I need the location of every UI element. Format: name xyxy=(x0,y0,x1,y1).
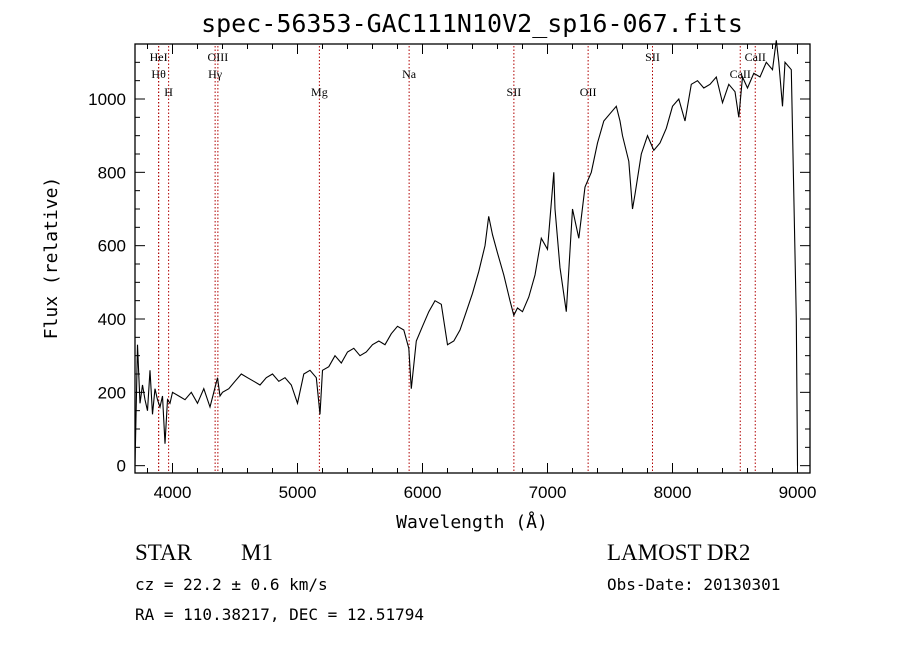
axis-tick-labels: 4000 5000 6000 7000 8000 9000 0 200 400 600 800 100… xyxy=(88,90,816,502)
y-tick-label: 0 xyxy=(117,457,126,476)
y-tick-label: 400 xyxy=(98,310,126,329)
y-tick-label: 200 xyxy=(98,383,126,402)
redshift-text: cz = 22.2 ± 0.6 km/s xyxy=(135,575,328,594)
y-axis-label: Flux (relative) xyxy=(41,177,62,340)
x-tick-label: 6000 xyxy=(404,483,442,502)
spectral-line-label: Hγ xyxy=(208,67,223,81)
y-tick-label: 600 xyxy=(98,237,126,256)
axis-ticks xyxy=(135,43,810,473)
spectrum-series-line xyxy=(134,40,799,466)
x-tick-label: 5000 xyxy=(279,483,317,502)
y-tick-label: 800 xyxy=(98,163,126,182)
survey-name: LAMOST DR2 xyxy=(607,540,750,565)
x-tick-label: 4000 xyxy=(154,483,192,502)
spectral-line-label: SII xyxy=(507,85,522,99)
spectral-line-label: Na xyxy=(402,67,417,81)
chart-title: spec-56353-GAC111N10V2_sp16-067.fits xyxy=(201,9,743,38)
spectral-line-label: H xyxy=(164,85,173,99)
spectral-line-label: SII xyxy=(645,50,660,64)
spectral-line-label: HeI xyxy=(150,50,168,64)
x-tick-label: 8000 xyxy=(654,483,692,502)
x-axis-label: Wavelength (Å) xyxy=(396,511,548,533)
spectral-line-label: CaII xyxy=(745,50,766,64)
obs-date-text: Obs-Date: 20130301 xyxy=(607,575,780,594)
spectral-line-label: OIII xyxy=(208,50,229,64)
spectral-line-label: CaII xyxy=(730,67,751,81)
x-tick-label: 9000 xyxy=(779,483,817,502)
spectral-line-label: Mg xyxy=(311,85,328,99)
object-subclass: M1 xyxy=(241,540,273,565)
coordinates-text: RA = 110.38217, DEC = 12.51794 xyxy=(135,605,424,624)
plot-frame xyxy=(134,43,811,474)
object-class: STAR xyxy=(135,540,193,565)
x-tick-label: 7000 xyxy=(529,483,567,502)
spectral-line-label: OII xyxy=(580,85,597,99)
y-tick-label: 1000 xyxy=(88,90,126,109)
